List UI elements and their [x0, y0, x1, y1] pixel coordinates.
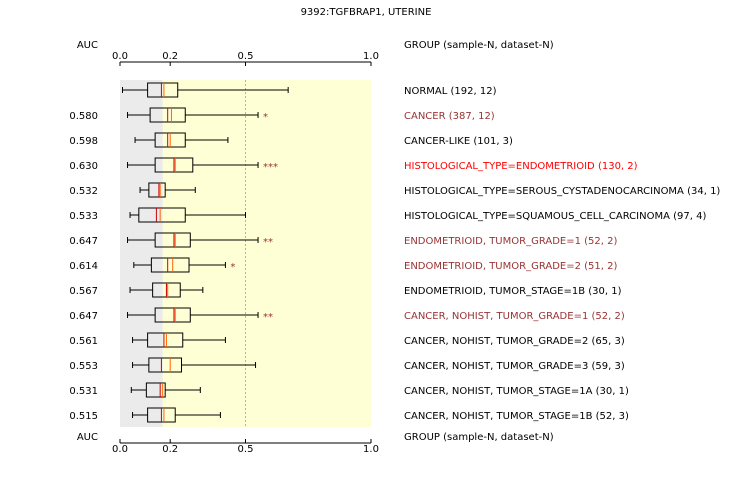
group-label: CANCER, NOHIST, TUMOR_STAGE=1B (52, 3): [404, 411, 629, 422]
x-tick-label-bottom-1: 0.2: [162, 444, 178, 455]
box-row-9: ** 0.647 CANCER, NOHIST, TUMOR_GRADE=1 (52…: [69, 307, 625, 323]
group-label: CANCER-LIKE (101, 3): [404, 136, 513, 147]
auc-value: 0.553: [69, 361, 98, 372]
group-label: CANCER, NOHIST, TUMOR_STAGE=1A (30, 1): [404, 386, 629, 397]
x-tick-label-top-0: 0.0: [112, 51, 128, 62]
group-label: CANCER (387, 12): [404, 111, 495, 122]
iqr-box: [154, 307, 191, 323]
box-row-6: ** 0.647 ENDOMETRIOID, TUMOR_GRADE=1 (52, …: [69, 232, 617, 248]
plot-area: 0.0 0.2 0.5 1.0 0.0 0.2 0.5 1.0 NORMAL (192, 12)…: [69, 51, 720, 455]
iqr-box: [138, 207, 186, 223]
box-row-3: *** 0.630 HISTOLOGICAL_TYPE=ENDOMETRIOID (…: [69, 157, 638, 173]
group-header-bottom: GROUP (sample-N, dataset-N): [404, 432, 554, 443]
auc-value: 0.647: [69, 311, 98, 322]
group-label: HISTOLOGICAL_TYPE=SEROUS_CYSTADENOCARCIN…: [404, 186, 720, 197]
group-label: NORMAL (192, 12): [404, 86, 497, 97]
box-row-2: 0.598 CANCER-LIKE (101, 3): [69, 132, 513, 148]
x-tick-label-bottom-2: 0.5: [238, 444, 254, 455]
box-row-10: 0.561 CANCER, NOHIST, TUMOR_GRADE=2 (65, …: [69, 332, 625, 348]
x-tick-label-bottom-3: 1.0: [363, 444, 379, 455]
auc-value: 0.533: [69, 211, 98, 222]
auc-value: 0.614: [69, 261, 98, 272]
box-row-11: 0.553 CANCER, NOHIST, TUMOR_GRADE=3 (59, …: [69, 357, 625, 373]
significance-marker: **: [263, 237, 273, 248]
iqr-box: [154, 232, 191, 248]
group-label: CANCER, NOHIST, TUMOR_GRADE=2 (65, 3): [404, 336, 625, 347]
auc-value: 0.647: [69, 236, 98, 247]
significance-marker: **: [263, 312, 273, 323]
auc-value: 0.580: [69, 111, 98, 122]
significance-marker: *: [230, 262, 235, 273]
group-label: ENDOMETRIOID, TUMOR_GRADE=1 (52, 2): [404, 236, 617, 247]
auc-header-top: AUC: [77, 40, 98, 51]
iqr-box: [145, 382, 166, 398]
chart-title: 9392:TGFBRAP1, UTERINE: [301, 7, 432, 18]
iqr-box: [147, 82, 179, 98]
box-row-12: 0.531 CANCER, NOHIST, TUMOR_STAGE=1A (30,…: [69, 382, 629, 398]
iqr-box: [148, 182, 166, 198]
auc-value: 0.531: [69, 386, 98, 397]
iqr-box: [148, 357, 182, 373]
significance-marker: *: [263, 112, 268, 123]
auc-header-bottom: AUC: [77, 432, 98, 443]
box-row-1: * 0.580 CANCER (387, 12): [69, 107, 495, 123]
x-tick-label-bottom-0: 0.0: [112, 444, 128, 455]
group-label: HISTOLOGICAL_TYPE=SQUAMOUS_CELL_CARCINOM…: [404, 211, 706, 222]
group-label: CANCER, NOHIST, TUMOR_GRADE=1 (52, 2): [404, 311, 625, 322]
group-label: CANCER, NOHIST, TUMOR_GRADE=3 (59, 3): [404, 361, 625, 372]
iqr-box: [147, 332, 184, 348]
auc-value: 0.567: [69, 286, 98, 297]
significance-marker: ***: [263, 162, 278, 173]
x-tick-label-top-3: 1.0: [363, 51, 379, 62]
box-row-0: NORMAL (192, 12): [122, 82, 497, 98]
x-tick-label-top-1: 0.2: [162, 51, 178, 62]
auc-value: 0.598: [69, 136, 98, 147]
group-label: ENDOMETRIOID, TUMOR_STAGE=1B (30, 1): [404, 286, 622, 297]
group-header-top: GROUP (sample-N, dataset-N): [404, 40, 554, 51]
box-row-13: 0.515 CANCER, NOHIST, TUMOR_STAGE=1B (52,…: [69, 407, 629, 423]
box-row-5: 0.533 HISTOLOGICAL_TYPE=SQUAMOUS_CELL_CAR…: [69, 207, 706, 223]
auc-value: 0.515: [69, 411, 98, 422]
auc-value: 0.630: [69, 161, 98, 172]
auc-value: 0.561: [69, 336, 98, 347]
group-label: HISTOLOGICAL_TYPE=ENDOMETRIOID (130, 2): [404, 161, 638, 172]
normal-range-band: [120, 80, 163, 427]
group-label: ENDOMETRIOID, TUMOR_GRADE=2 (51, 2): [404, 261, 617, 272]
box-row-8: 0.567 ENDOMETRIOID, TUMOR_STAGE=1B (30, 1…: [69, 282, 622, 298]
x-tick-label-top-2: 0.5: [238, 51, 254, 62]
box-row-7: * 0.614 ENDOMETRIOID, TUMOR_GRADE=2 (51, 2…: [69, 257, 617, 273]
iqr-box: [150, 257, 190, 273]
auc-value: 0.532: [69, 186, 98, 197]
box-row-4: 0.532 HISTOLOGICAL_TYPE=SEROUS_CYSTADENOC…: [69, 182, 720, 198]
